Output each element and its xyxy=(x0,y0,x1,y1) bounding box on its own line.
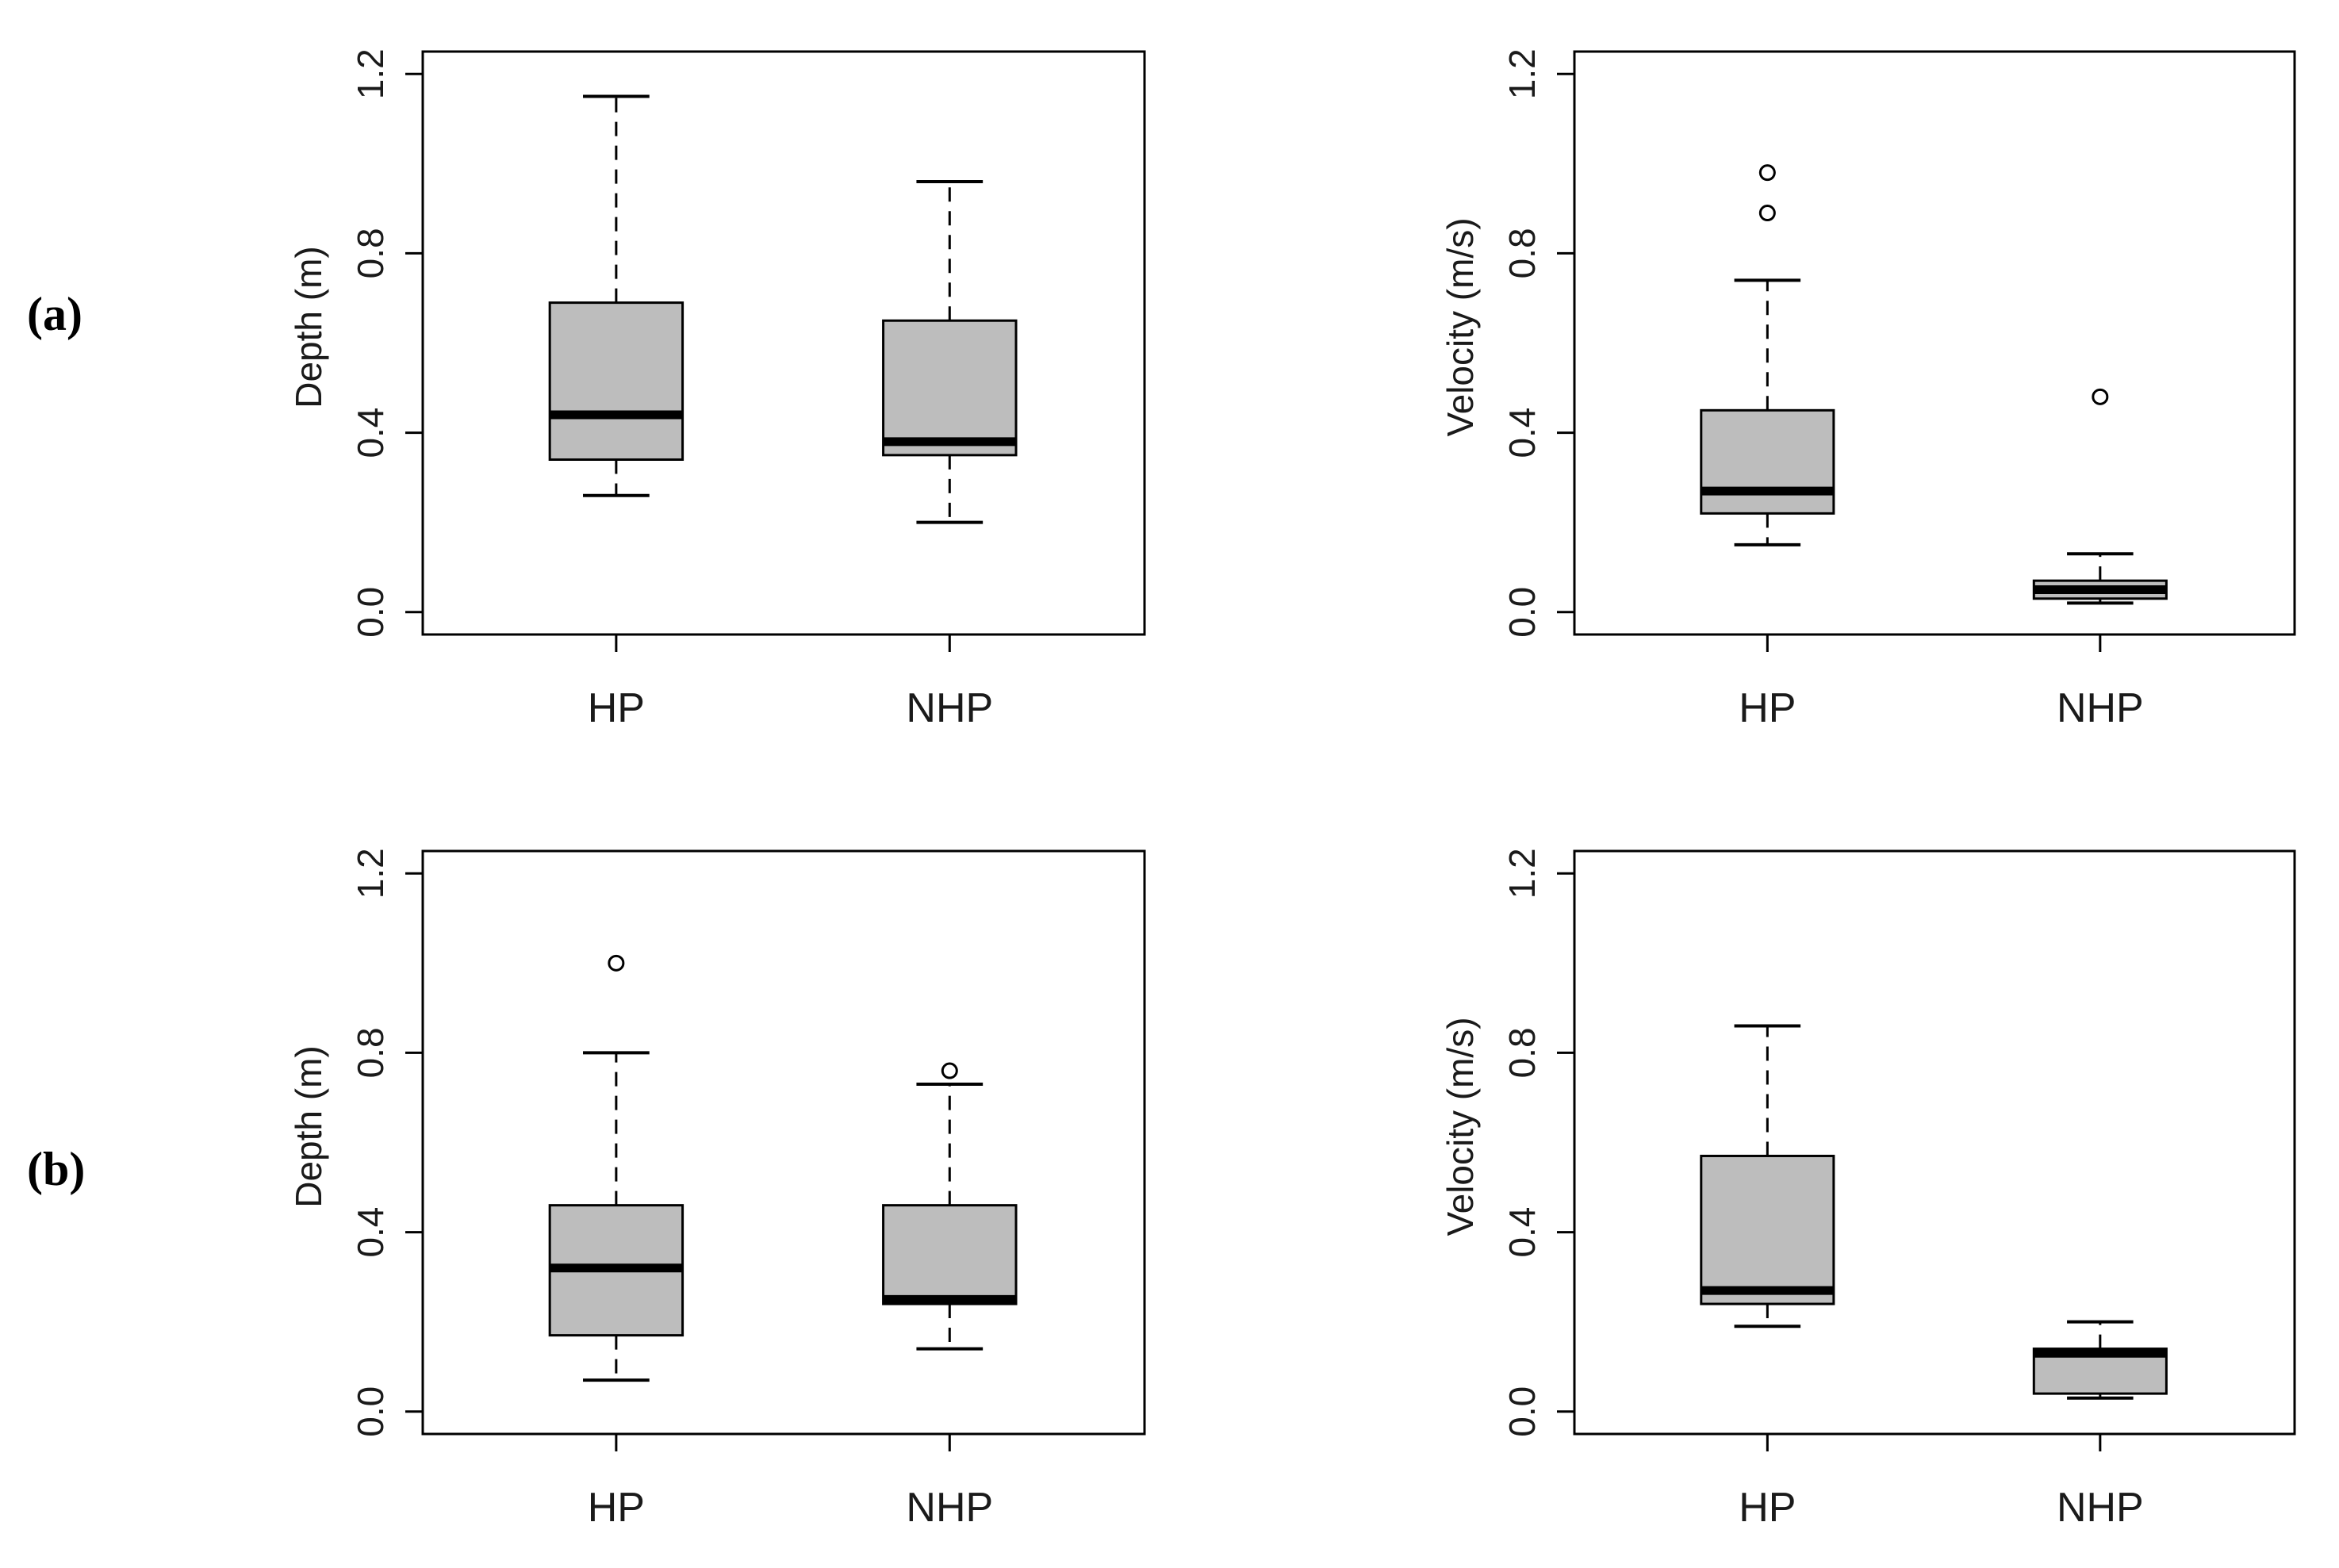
y-tick-label: 0.0 xyxy=(350,1386,391,1437)
row-label-a: (a) xyxy=(27,288,82,340)
y-axis-label: Depth (m) xyxy=(288,246,329,408)
y-axis-label: Depth (m) xyxy=(288,1045,329,1207)
outlier-point xyxy=(1758,164,1776,182)
x-tick-label: NHP xyxy=(906,685,993,731)
y-tick-label: 1.2 xyxy=(1501,848,1543,899)
y-tick-label: 1.2 xyxy=(350,848,391,899)
x-tick-label: HP xyxy=(1739,1485,1796,1531)
x-tick-label: NHP xyxy=(906,1485,993,1531)
iqr-box xyxy=(1700,408,1835,515)
row-label-b: (b) xyxy=(27,1143,86,1195)
outlier-point xyxy=(608,954,625,972)
boxplot-panel-1: 0.0 0.4 0.8 1.2 Depth (m) HP NHP xyxy=(288,48,1146,731)
iqr-box xyxy=(882,1204,1018,1305)
x-tick-label: HP xyxy=(588,685,645,731)
boxplot-panel-2: 0.0 0.4 0.8 1.2 Velocity (m/s) HP NHP xyxy=(1440,48,2296,731)
x-tick-label: HP xyxy=(1739,685,1796,731)
y-tick-label: 0.4 xyxy=(1501,1207,1543,1258)
y-tick-label: 0.8 xyxy=(1501,228,1543,278)
y-tick-label: 0.8 xyxy=(1501,1027,1543,1078)
boxplot-panel-3: 0.0 0.4 0.8 1.2 Depth (m) HP NHP xyxy=(288,848,1146,1531)
y-tick-label: 0.8 xyxy=(350,1027,391,1078)
y-tick-label: 1.2 xyxy=(1501,48,1543,99)
x-tick-label: HP xyxy=(588,1485,645,1531)
y-tick-label: 0.8 xyxy=(350,228,391,278)
plot-frame xyxy=(421,849,1146,1436)
x-tick-label: NHP xyxy=(2057,685,2144,731)
plot-frame xyxy=(1573,849,2296,1436)
x-tick-label: NHP xyxy=(2057,1485,2144,1531)
y-axis-label: Velocity (m/s) xyxy=(1440,1017,1481,1236)
plot-frame xyxy=(421,50,1146,636)
boxplot-panel-4: 0.0 0.4 0.8 1.2 Velocity (m/s) HP NHP xyxy=(1440,848,2296,1531)
y-tick-label: 1.2 xyxy=(350,48,391,99)
plot-frame xyxy=(1573,50,2296,636)
y-tick-label: 0.0 xyxy=(1501,1386,1543,1437)
outlier-point xyxy=(1758,205,1776,222)
y-axis-label: Velocity (m/s) xyxy=(1440,217,1481,436)
iqr-box xyxy=(1700,1154,1835,1305)
iqr-box xyxy=(548,301,684,461)
outlier-point xyxy=(2092,388,2109,405)
y-tick-label: 0.0 xyxy=(1501,587,1543,638)
y-tick-label: 0.0 xyxy=(350,587,391,638)
outlier-point xyxy=(941,1062,958,1079)
y-tick-label: 0.4 xyxy=(1501,408,1543,458)
y-tick-label: 0.4 xyxy=(350,1207,391,1258)
iqr-box xyxy=(882,319,1018,457)
y-tick-label: 0.4 xyxy=(350,408,391,458)
